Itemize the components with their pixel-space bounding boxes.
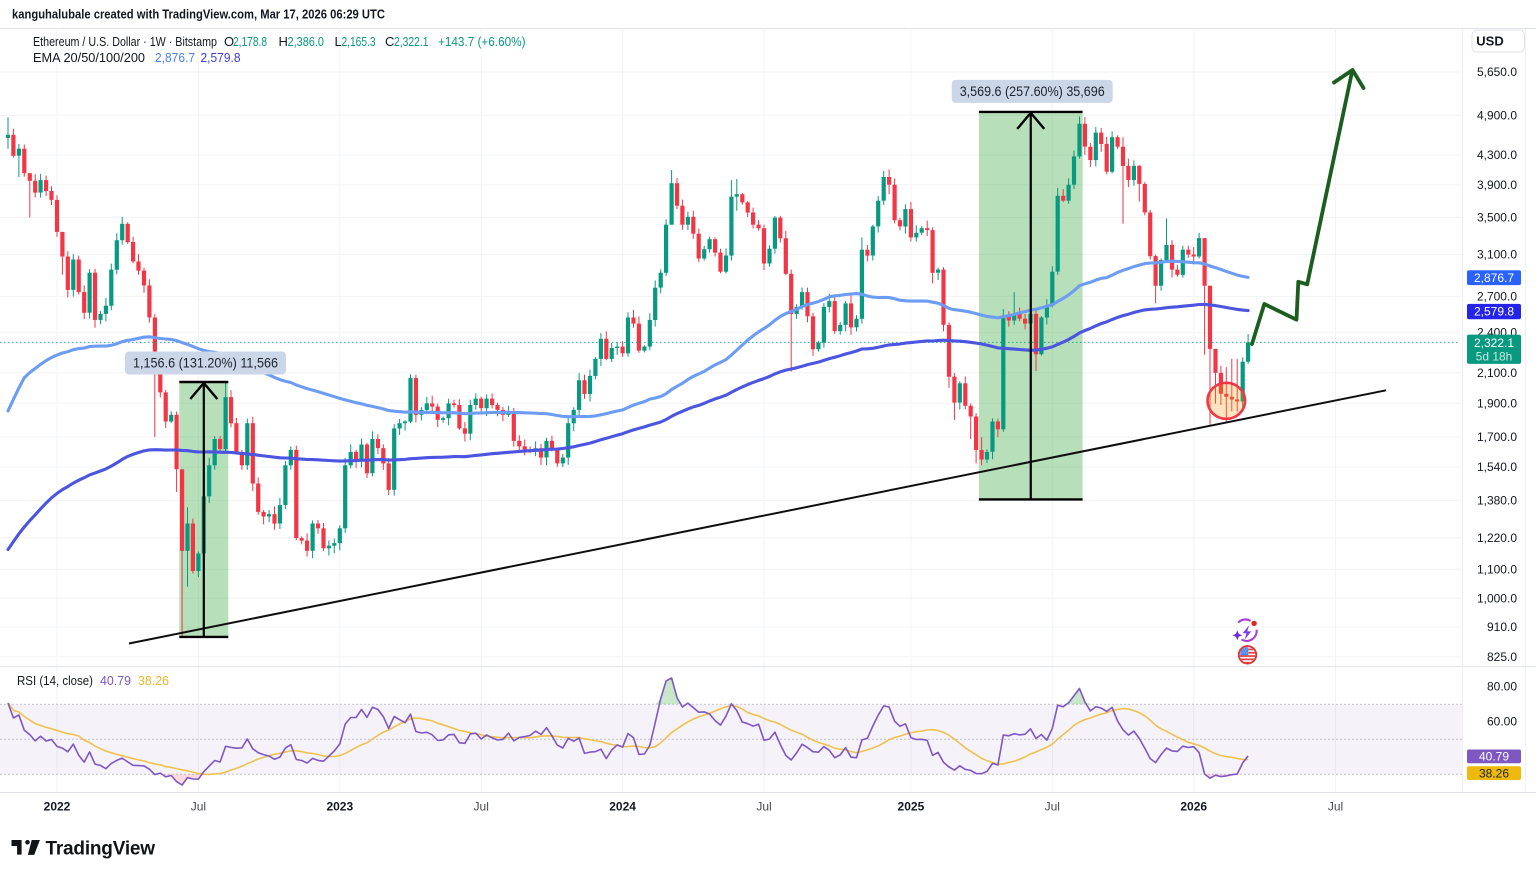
svg-text:1,540.0: 1,540.0 [1477,460,1517,474]
svg-text:3,569.6 (257.60%) 35,696: 3,569.6 (257.60%) 35,696 [960,84,1105,99]
svg-text:Jul: Jul [474,800,489,814]
svg-text:Jul: Jul [1328,800,1343,814]
svg-text:H: H [279,34,288,49]
svg-text:2,100.0: 2,100.0 [1477,366,1517,380]
svg-text:C: C [385,34,394,49]
svg-text:EMA 20/50/100/200: EMA 20/50/100/200 [33,50,145,65]
svg-text:5,650.0: 5,650.0 [1477,65,1517,79]
svg-text:2,178.8: 2,178.8 [233,34,267,49]
svg-text:TradingView: TradingView [46,839,156,860]
svg-text:1,000.0: 1,000.0 [1477,592,1517,606]
svg-text:2,322.1: 2,322.1 [394,34,429,49]
svg-text:Jul: Jul [756,800,771,814]
svg-text:2022: 2022 [44,800,71,814]
svg-text:2,700.0: 2,700.0 [1477,290,1517,304]
svg-text:2,322.1: 2,322.1 [1474,336,1514,350]
svg-text:+143.7 (+6.60%): +143.7 (+6.60%) [438,34,526,49]
svg-text:2,165.3: 2,165.3 [342,34,376,49]
svg-text:80.00: 80.00 [1487,680,1517,694]
svg-text:4,900.0: 4,900.0 [1477,109,1517,123]
svg-text:2025: 2025 [898,800,925,814]
svg-text:Ethereum / U.S. Dollar · 1W ·: Ethereum / U.S. Dollar · 1W · Bitstamp [33,34,217,49]
svg-text:3,100.0: 3,100.0 [1477,248,1517,262]
svg-text:kanguhalubale created with Tra: kanguhalubale created with TradingView.c… [12,8,385,22]
svg-text:4,300.0: 4,300.0 [1477,148,1517,162]
svg-text:2,876.7: 2,876.7 [1474,271,1514,285]
svg-text:RSI (14, close): RSI (14, close) [17,673,93,688]
svg-text:1,156.6 (131.20%) 11,566: 1,156.6 (131.20%) 11,566 [133,356,278,371]
svg-text:60.00: 60.00 [1487,715,1517,729]
svg-text:5d 18h: 5d 18h [1476,350,1513,364]
svg-text:3,900.0: 3,900.0 [1477,178,1517,192]
svg-text:USD: USD [1476,34,1503,49]
svg-text:L: L [335,34,342,49]
svg-text:1,380.0: 1,380.0 [1477,494,1517,508]
svg-text:38.26: 38.26 [1479,766,1509,780]
svg-text:Jul: Jul [1045,800,1060,814]
svg-text:2026: 2026 [1180,800,1207,814]
svg-text:910.0: 910.0 [1487,620,1517,634]
svg-text:2,579.8: 2,579.8 [201,50,241,65]
svg-text:1,900.0: 1,900.0 [1477,396,1517,410]
svg-text:2024: 2024 [609,800,636,814]
svg-text:1,700.0: 1,700.0 [1477,430,1517,444]
svg-text:3,500.0: 3,500.0 [1477,211,1517,225]
svg-text:40.79: 40.79 [1479,750,1509,764]
svg-text:825.0: 825.0 [1487,650,1517,664]
svg-text:1,220.0: 1,220.0 [1477,531,1517,545]
svg-text:1,100.0: 1,100.0 [1477,563,1517,577]
svg-text:2,579.8: 2,579.8 [1474,305,1514,319]
svg-text:Jul: Jul [191,800,206,814]
svg-text:2,876.7: 2,876.7 [155,50,195,65]
svg-text:2,386.0: 2,386.0 [288,34,325,49]
svg-text:O: O [224,34,234,49]
svg-text:38.26: 38.26 [138,673,169,688]
svg-text:40.79: 40.79 [100,673,131,688]
svg-text:2023: 2023 [326,800,353,814]
